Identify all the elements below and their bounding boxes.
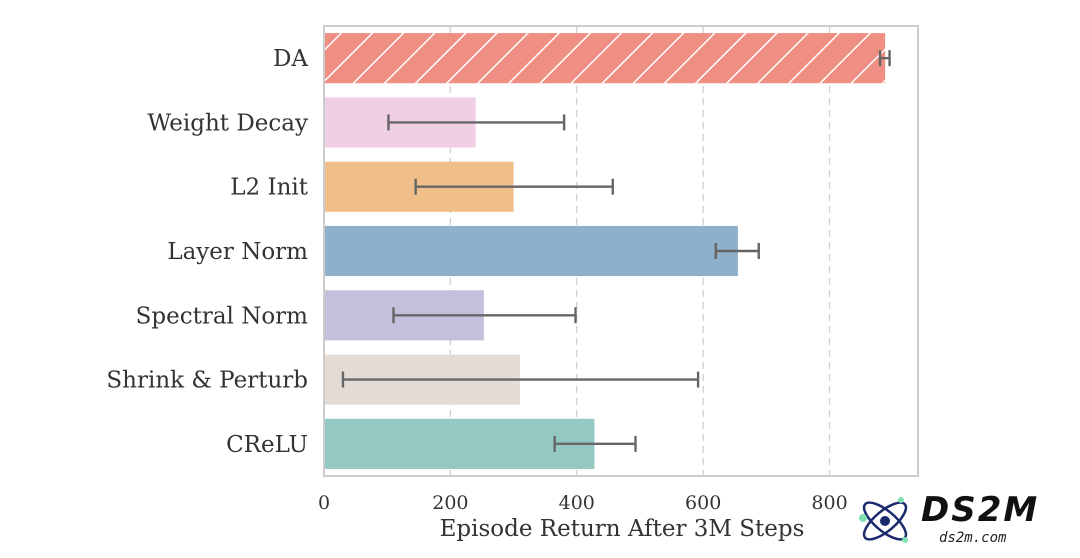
x-tick-label: 400: [559, 492, 595, 514]
x-axis-label: Episode Return After 3M Steps: [440, 516, 805, 542]
watermark: DS2M ds2m.com: [855, 488, 1075, 554]
x-tick-label: 600: [685, 492, 721, 514]
category-label: L2 Init: [230, 175, 308, 201]
plot-frame: [323, 25, 919, 477]
category-label: CReLU: [226, 432, 308, 458]
watermark-brand: DS2M: [921, 490, 1040, 530]
x-tick-labels: 0 200 400 600 800: [318, 492, 848, 514]
atom-logo-icon: [859, 497, 908, 543]
bar-hatch-overlay: [324, 33, 886, 84]
category-label: Layer Norm: [167, 239, 308, 265]
category-label: Weight Decay: [148, 110, 308, 136]
x-tick-label: 800: [811, 492, 847, 514]
x-tick-label: 200: [432, 492, 468, 514]
category-label: Shrink & Perturb: [106, 368, 308, 394]
category-labels: DA Weight Decay L2 Init Layer Norm Spectral …: [106, 46, 308, 458]
category-label: Spectral Norm: [136, 303, 309, 329]
watermark-url: ds2m.com: [939, 530, 1007, 546]
bar-layer-norm: [324, 225, 738, 277]
error-bars: [341, 50, 891, 452]
x-tick-label: 0: [318, 492, 330, 514]
bar-crelu: [324, 418, 595, 469]
bars: [324, 33, 886, 469]
category-label: DA: [273, 46, 308, 72]
